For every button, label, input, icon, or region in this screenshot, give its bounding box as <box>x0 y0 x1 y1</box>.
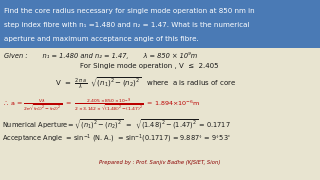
Bar <box>0 0 320 48</box>
Text: Acceptance Angle  = sin$^{-1}$ (N. A.)  = sin$^{-1}$(0.1717) = 9.887$^{\circ}$ =: Acceptance Angle = sin$^{-1}$ (N. A.) = … <box>2 133 231 145</box>
Text: Numerical Aperture= $\sqrt{(n_1)^2-(n_2)^2}$  =  $\sqrt{(1.48)^2-(1.47)^2}$ = 0.: Numerical Aperture= $\sqrt{(n_1)^2-(n_2)… <box>2 118 231 132</box>
Text: Given :       n₁ = 1.480 and n₂ = 1.47,       λ = 850 × 10⁹m: Given : n₁ = 1.480 and n₂ = 1.47, λ = 85… <box>4 52 197 59</box>
Text: For Single mode operation , V  ≤  2.405: For Single mode operation , V ≤ 2.405 <box>80 63 219 69</box>
Text: $\therefore$ a = $\frac{V\lambda}{2\pi\sqrt{(n_1)^2-(n_2)^2}}$  =  $\frac{2.405\: $\therefore$ a = $\frac{V\lambda}{2\pi\s… <box>2 96 200 114</box>
Text: step index fibre with n₁ =1.480 and n₂ = 1.47. What is the numerical: step index fibre with n₁ =1.480 and n₂ =… <box>4 22 250 28</box>
Text: V  =  $\frac{2\,\pi\,a}{\lambda}$  $\sqrt{(n_1)^2-(n_2)^2}$   where  a is radius: V = $\frac{2\,\pi\,a}{\lambda}$ $\sqrt{(… <box>55 76 236 91</box>
Text: Find the core radius necessary for single mode operation at 850 nm in: Find the core radius necessary for singl… <box>4 8 255 14</box>
Text: Prepared by : Prof. Sanjiv Badhe (KJSIET, Sion): Prepared by : Prof. Sanjiv Badhe (KJSIET… <box>99 160 221 165</box>
Text: aperture and maximum acceptance angle of this fibre.: aperture and maximum acceptance angle of… <box>4 36 199 42</box>
